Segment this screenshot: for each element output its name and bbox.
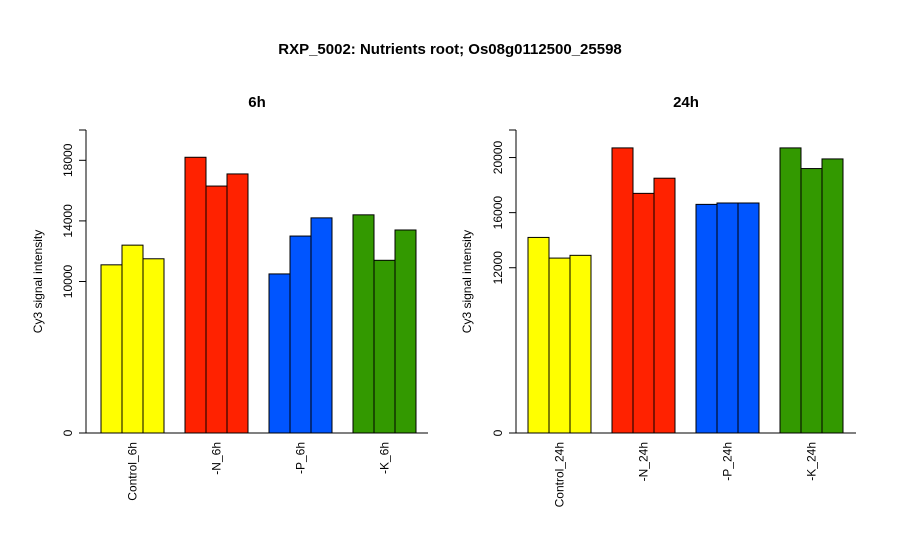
panel-title: 24h bbox=[673, 94, 699, 111]
category-label: -N_24h bbox=[637, 442, 651, 481]
category-label: -N_6h bbox=[210, 442, 224, 475]
bar-Control_6h-rep1 bbox=[100, 264, 123, 434]
y-tick-label: 14000 bbox=[61, 204, 75, 238]
y-tick-label: 0 bbox=[61, 429, 75, 436]
bar-Control_24h-rep1 bbox=[527, 236, 550, 434]
y-tick-label: 18000 bbox=[61, 143, 75, 177]
y-tick-label: 0 bbox=[491, 429, 505, 436]
bar--K_24h-rep2 bbox=[800, 168, 823, 434]
bar--K_24h-rep3 bbox=[821, 158, 844, 434]
bar--K_6h-rep2 bbox=[373, 259, 396, 434]
y-tick-label: 12000 bbox=[491, 251, 505, 285]
panel-title: 6h bbox=[248, 94, 266, 111]
bar--N_24h-rep2 bbox=[632, 192, 655, 434]
bar--P_24h-rep3 bbox=[737, 202, 760, 434]
bar--N_6h-rep2 bbox=[205, 185, 228, 434]
bar--N_6h-rep1 bbox=[184, 156, 207, 434]
figure-title: RXP_5002: Nutrients root; Os08g0112500_2… bbox=[278, 41, 622, 58]
panel-6h: 6h Cy3 signal intensity 0 10000 14000 18000 Co… bbox=[31, 94, 428, 501]
bar--K_24h-rep1 bbox=[779, 147, 802, 434]
bar--N_6h-rep3 bbox=[226, 173, 249, 434]
category-label: Control_6h bbox=[126, 442, 140, 501]
panel-24h: 24h Cy3 signal intensity 0 12000 16000 20000 C… bbox=[460, 94, 856, 507]
y-tick-label: 16000 bbox=[491, 196, 505, 230]
bar--K_6h-rep1 bbox=[352, 214, 375, 434]
bar--P_6h-rep2 bbox=[289, 235, 312, 434]
bar-Control_6h-rep2 bbox=[121, 244, 144, 434]
bar--P_6h-rep3 bbox=[310, 217, 333, 434]
bar-Control_24h-rep2 bbox=[548, 257, 571, 434]
bar-Control_24h-rep3 bbox=[569, 254, 592, 434]
y-axis-label: Cy3 signal intensity bbox=[31, 230, 45, 333]
bar--N_24h-rep3 bbox=[653, 177, 676, 434]
y-tick-label: 20000 bbox=[491, 141, 505, 175]
category-label: Control_24h bbox=[553, 442, 567, 507]
category-label: -P_24h bbox=[721, 442, 735, 481]
category-label: -K_24h bbox=[805, 442, 819, 481]
bar-Control_6h-rep3 bbox=[142, 258, 165, 434]
y-tick-label: 10000 bbox=[61, 264, 75, 298]
category-label: -P_6h bbox=[294, 442, 308, 474]
bar--P_24h-rep1 bbox=[695, 203, 718, 434]
bar--N_24h-rep1 bbox=[611, 147, 634, 434]
y-axis-label: Cy3 signal intensity bbox=[460, 230, 474, 333]
bar--P_24h-rep2 bbox=[716, 202, 739, 434]
bar--K_6h-rep3 bbox=[394, 229, 417, 434]
category-label: -K_6h bbox=[378, 442, 392, 474]
bar--P_6h-rep1 bbox=[268, 273, 291, 434]
